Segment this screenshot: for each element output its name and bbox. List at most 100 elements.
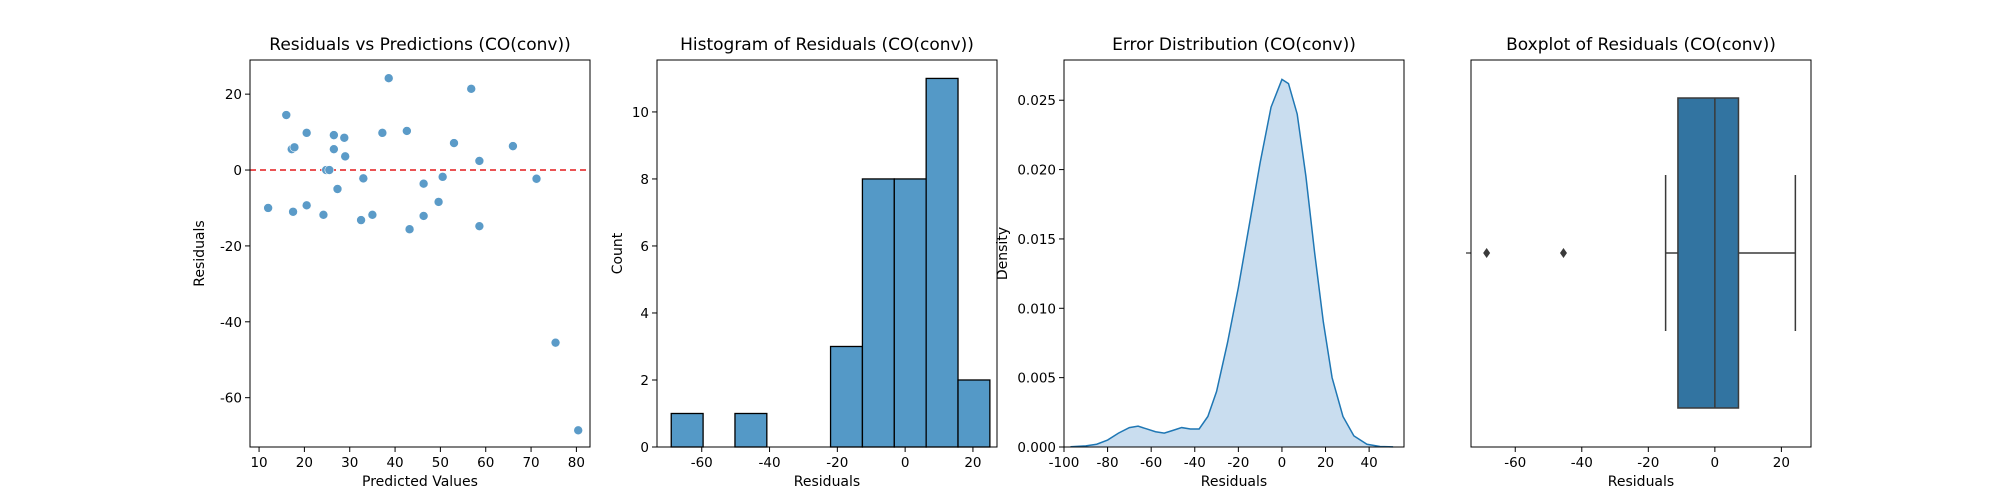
outlier-point (1483, 248, 1491, 258)
iqr-box (1677, 97, 1740, 409)
y-tick-label: 4 (640, 306, 649, 322)
residual-point (288, 206, 298, 217)
x-axis-label: Residuals (1201, 474, 1267, 490)
kde-area-fill (1070, 79, 1394, 448)
x-tick-label: -60 (691, 455, 713, 471)
axes-frame (1470, 59, 1812, 448)
chart-title: Histogram of Residuals (CO(conv)) (680, 35, 974, 55)
y-tick-label: 0.015 (1017, 232, 1056, 248)
x-tick-label: 0 (1278, 455, 1287, 471)
residual-point (332, 184, 343, 194)
residual-point (550, 337, 561, 348)
x-axis-label: Predicted Values (362, 474, 478, 490)
y-tick-label: 0.000 (1017, 440, 1056, 456)
residual-point (301, 128, 312, 138)
x-tick-label: -40 (759, 455, 781, 471)
x-tick-label: 50 (432, 455, 449, 471)
residual-point (367, 210, 378, 220)
y-tick-label: -20 (220, 239, 242, 255)
residual-point (466, 84, 477, 94)
residual-point (301, 200, 312, 211)
x-tick-label: 20 (296, 455, 313, 471)
x-tick-label: 0 (901, 455, 910, 471)
y-tick-label: 8 (640, 172, 649, 188)
residual-point (340, 151, 351, 162)
y-tick-label: 0.010 (1017, 301, 1056, 317)
y-tick-label: 20 (225, 87, 242, 103)
x-tick-label: -40 (1184, 455, 1206, 471)
x-tick-label: 40 (1361, 455, 1378, 471)
histogram-bar (670, 412, 704, 448)
residual-point (383, 73, 394, 84)
histogram-bar (893, 178, 927, 448)
y-axis-label: Count (610, 232, 626, 274)
y-tick-label: 6 (640, 239, 649, 255)
kde-chart: Error Distribution (CO(conv)) -100 -80 -60 -… (995, 35, 1405, 490)
y-tick-label: 10 (632, 105, 649, 121)
residual-point (402, 126, 412, 136)
x-tick-label: -20 (1637, 455, 1659, 471)
residual-point (329, 144, 339, 154)
residual-point (474, 156, 485, 166)
x-tick-label: 10 (250, 455, 267, 471)
x-tick-label: -100 (1049, 455, 1080, 471)
boxplot-chart: Boxplot of Residuals (CO(conv)) -60 -40 -20… (1466, 35, 1812, 490)
histogram-bar (957, 379, 991, 448)
axes-frame (1063, 59, 1405, 448)
y-tick-label: 0 (233, 163, 242, 179)
residual-point (377, 128, 388, 138)
outlier-point (1559, 248, 1567, 258)
x-tick-label: 20 (1773, 455, 1790, 471)
x-tick-label: -20 (826, 455, 848, 471)
y-tick-label: -60 (220, 391, 242, 407)
residual-point (324, 165, 335, 175)
histogram-bar (861, 178, 895, 448)
axes-frame (656, 59, 998, 448)
residual-point (404, 224, 415, 235)
residual-point (263, 203, 273, 213)
x-tick-label: 80 (568, 455, 585, 471)
x-tick-label: 0 (1711, 455, 1720, 471)
residual-point (329, 130, 339, 140)
histogram-bar (925, 77, 959, 448)
x-tick-label: 40 (386, 455, 403, 471)
residual-point (508, 141, 518, 151)
x-tick-label: -20 (1227, 455, 1249, 471)
chart-title: Error Distribution (CO(conv)) (1112, 35, 1356, 55)
residual-point (289, 142, 300, 153)
x-axis-label: Residuals (794, 474, 860, 490)
residual-point (573, 425, 584, 436)
y-tick-label: 2 (640, 373, 649, 389)
residual-point (437, 172, 448, 182)
residual-point (318, 210, 329, 220)
residual-point (449, 138, 459, 148)
x-tick-label: -80 (1097, 455, 1119, 471)
residual-point (474, 221, 485, 231)
x-tick-label: 20 (1317, 455, 1334, 471)
scatter-chart: Residuals vs Predictions (CO(conv)) 10 20 3… (192, 35, 591, 490)
axes-frame (249, 59, 591, 448)
histogram-bar (829, 345, 864, 448)
kde-line (1070, 78, 1394, 448)
y-tick-label: 0 (640, 440, 649, 456)
x-tick-label: 70 (522, 455, 539, 471)
residual-point (418, 178, 429, 189)
x-tick-label: -40 (1571, 455, 1593, 471)
y-tick-label: -40 (220, 315, 242, 331)
residual-point (339, 132, 350, 143)
histogram-chart: Histogram of Residuals (CO(conv)) -60 -40 -… (610, 35, 998, 490)
chart-title: Boxplot of Residuals (CO(conv)) (1506, 35, 1776, 55)
y-tick-label: 0.005 (1017, 371, 1056, 387)
x-tick-label: 30 (341, 455, 358, 471)
x-tick-label: 20 (964, 455, 981, 471)
y-tick-label: 0.025 (1017, 93, 1056, 109)
y-axis-label: Density (995, 227, 1011, 280)
residual-point (418, 211, 429, 221)
residual-point (356, 215, 366, 225)
residual-point (281, 110, 292, 120)
residual-point (433, 197, 444, 207)
x-tick-label: -60 (1504, 455, 1526, 471)
residual-point (358, 173, 369, 184)
x-axis-label: Residuals (1608, 474, 1674, 490)
